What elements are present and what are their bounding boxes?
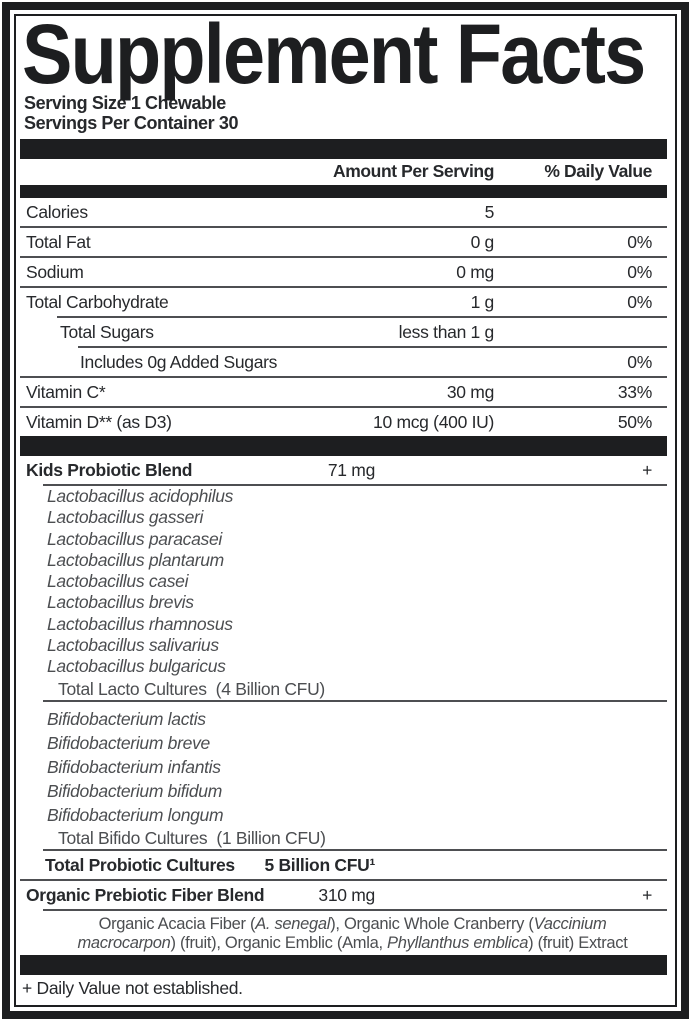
species-item: Lactobacillus bulgaricus <box>47 656 226 677</box>
nutrient-row: Total Fat 0 g 0% <box>20 228 667 256</box>
nutrient-row: Vitamin C* 30 mg 33% <box>20 378 667 406</box>
row-divider <box>20 376 667 378</box>
amount-value: 30 mg <box>446 382 494 402</box>
row-divider <box>20 256 667 258</box>
botanical-name: Phyllanthus emblica <box>387 933 529 952</box>
row-divider <box>20 406 667 408</box>
subtotal-label: Total Lacto Cultures <box>58 678 207 699</box>
species-list: Bifidobacterium lactis Bifidobacterium br… <box>20 702 667 827</box>
species-item: Lactobacillus paracasei <box>47 528 223 549</box>
daily-value: 0% <box>627 352 652 372</box>
species-item: Lactobacillus acidophilus <box>47 486 234 506</box>
species-item: Bifidobacterium bifidum <box>47 780 222 801</box>
daily-value: 0% <box>627 262 652 282</box>
nutrient-row: Total Sugars less than 1 g <box>20 318 667 346</box>
description-text: ) (fruit), Organic Emblic (Amla, <box>170 933 388 952</box>
nutrient-name: Total Probiotic Cultures <box>45 854 235 875</box>
species-item: Bifidobacterium infantis <box>47 756 221 777</box>
daily-value: 0% <box>627 232 652 252</box>
description-text: ), Organic Whole Cranberry ( <box>330 914 534 933</box>
section-bar <box>20 139 667 159</box>
nutrient-row: Organic Prebiotic Fiber Blend 310 mg + <box>20 881 667 909</box>
amount-value: less than 1 g <box>398 322 495 342</box>
nutrient-row: Sodium 0 mg 0% <box>20 258 667 286</box>
species-item: Lactobacillus gasseri <box>47 507 204 528</box>
row-divider <box>20 286 667 288</box>
nutrient-row: Includes 0g Added Sugars 0% <box>20 348 667 376</box>
nutrient-name: Total Sugars <box>60 322 154 342</box>
nutrient-name: Vitamin D** (as D3) <box>26 412 172 432</box>
species-item: Lactobacillus plantarum <box>47 549 224 570</box>
amount-value: 0 g <box>470 232 495 252</box>
nutrient-name: Kids Probiotic Blend <box>26 460 193 480</box>
species-item: Lactobacillus casei <box>47 571 189 592</box>
footnote: + Daily Value not established. <box>22 977 243 998</box>
nutrient-row: Kids Probiotic Blend 71 mg + <box>20 456 667 484</box>
species-item: Bifidobacterium longum <box>47 804 224 825</box>
row-divider <box>20 226 667 228</box>
amount-value: 0 mg <box>456 262 494 282</box>
description-text: Organic Acacia Fiber ( <box>98 914 256 933</box>
section-bar <box>20 954 667 975</box>
row-divider <box>57 316 667 318</box>
amount-value: 5 <box>484 202 495 222</box>
daily-value: 33% <box>617 382 652 402</box>
subtotal-cfu: (1 Billion CFU) <box>216 827 326 848</box>
daily-value: 0% <box>627 292 652 312</box>
servings-per-container: Servings Per Container 30 <box>24 112 239 133</box>
nutrient-row: Calories 5 <box>20 198 667 226</box>
amount-value: 71 mg <box>327 460 375 480</box>
row-divider <box>20 878 667 881</box>
species-item: Bifidobacterium breve <box>47 732 210 753</box>
column-header-daily-value: % Daily Value <box>544 161 652 181</box>
blend-description: Organic Acacia Fiber (A. senegal), Organ… <box>20 911 667 955</box>
column-header-amount: Amount Per Serving <box>332 161 494 181</box>
nutrient-row: Total Probiotic Cultures 5 Billion CFU¹ <box>20 851 667 879</box>
row-divider <box>43 908 667 911</box>
daily-value: 50% <box>617 412 652 432</box>
nutrient-name: Total Carbohydrate <box>26 292 169 312</box>
amount-value: 1 g <box>470 292 495 312</box>
subtotal-cfu: (4 Billion CFU) <box>215 678 326 699</box>
row-divider <box>78 346 667 348</box>
label-title-wrap: Supplement Facts <box>20 7 667 101</box>
serving-info: Serving Size 1 Chewable Servings Per Con… <box>24 93 667 133</box>
subtotal-row: Total Bifido Cultures (1 Billion CFU) <box>20 827 667 849</box>
serving-size: Serving Size 1 Chewable <box>24 93 226 113</box>
amount-value: 5 Billion CFU¹ <box>264 854 375 875</box>
nutrient-name: Total Fat <box>26 232 91 252</box>
nutrient-row: Total Carbohydrate 1 g 0% <box>20 288 667 316</box>
species-item: Lactobacillus salivarius <box>47 635 219 656</box>
nutrient-name: Vitamin C* <box>26 382 106 402</box>
nutrient-name: Organic Prebiotic Fiber Blend <box>26 884 265 905</box>
nutrient-name: Sodium <box>26 262 84 282</box>
nutrient-row: Vitamin D** (as D3) 10 mcg (400 IU) 50% <box>20 408 667 436</box>
column-header-row: Amount Per Serving % Daily Value <box>20 159 667 185</box>
subtotal-label: Total Bifido Cultures <box>58 827 208 848</box>
species-item: Bifidobacterium lactis <box>47 708 206 729</box>
nutrient-name: Calories <box>26 202 88 222</box>
section-bar <box>20 185 667 198</box>
botanical-name: Vaccinium macrocarpon <box>77 914 607 952</box>
nutrient-name: Includes 0g Added Sugars <box>80 352 278 372</box>
row-divider <box>43 484 667 486</box>
section-bar <box>20 436 667 456</box>
species-list: Lactobacillus acidophilus Lactobacillus g… <box>20 486 667 678</box>
species-item: Lactobacillus rhamnosus <box>47 613 233 634</box>
botanical-name: A. senegal <box>255 914 331 933</box>
daily-value: + <box>642 884 652 905</box>
label-title: Supplement Facts <box>22 7 646 101</box>
description-text: ) (fruit) Extract <box>528 933 628 952</box>
species-item: Lactobacillus brevis <box>47 592 194 613</box>
amount-value: 310 mg <box>318 884 375 905</box>
daily-value: + <box>642 460 652 480</box>
row-divider <box>43 699 667 702</box>
label-inner-panel: Supplement Facts Serving Size 1 Chewable… <box>14 7 677 1007</box>
amount-value: 10 mcg (400 IU) <box>373 412 494 432</box>
rows: Calories 5 Total Fat 0 g 0% Sodium 0 mg 0% Total… <box>20 198 667 975</box>
subtotal-row: Total Lacto Cultures (4 Billion CFU) <box>20 678 667 700</box>
row-divider <box>43 848 667 851</box>
